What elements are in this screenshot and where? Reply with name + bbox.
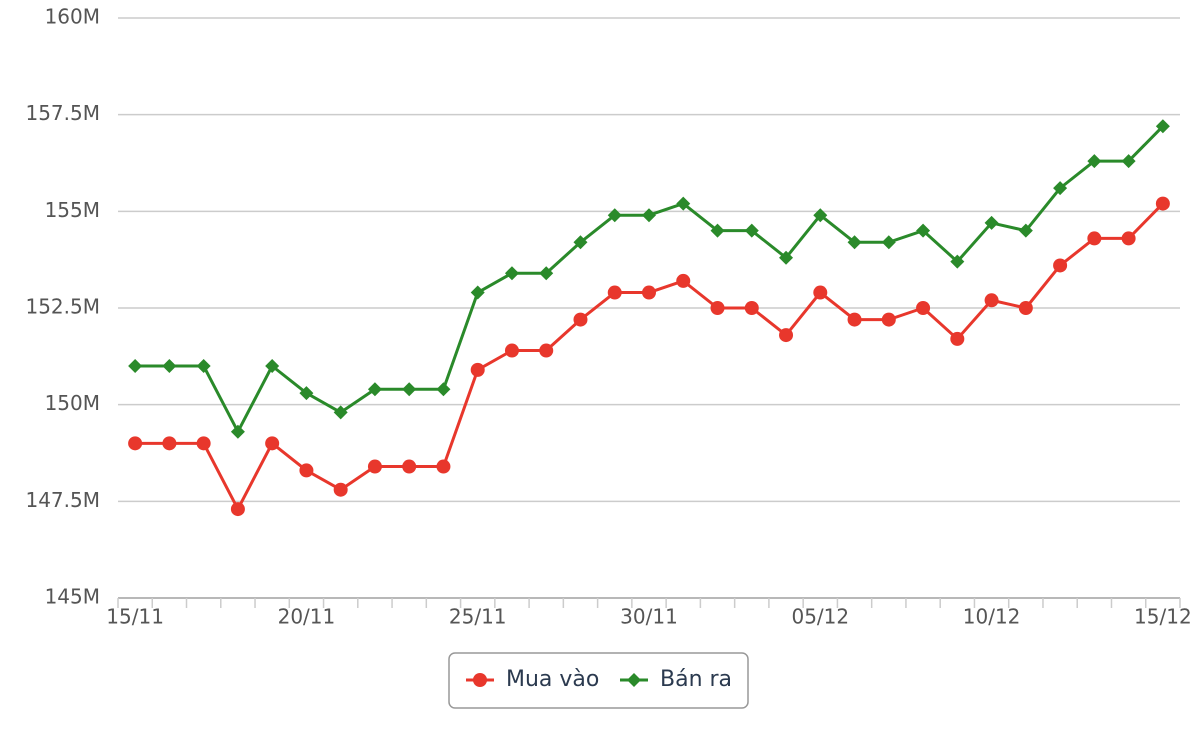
data-point	[162, 436, 177, 451]
data-point	[1121, 154, 1136, 169]
data-point	[402, 459, 417, 474]
x-tick-label: 25/11	[449, 605, 507, 629]
x-tick-label: 10/12	[963, 605, 1021, 629]
data-point	[950, 331, 965, 346]
data-point	[230, 502, 245, 517]
data-point	[1155, 119, 1170, 134]
y-tick-label: 150M	[45, 391, 100, 415]
legend-marker	[627, 673, 641, 687]
series-line	[135, 202, 1164, 511]
data-point	[1018, 301, 1033, 315]
data-point	[265, 436, 280, 451]
data-point	[916, 223, 931, 238]
data-point	[573, 235, 588, 250]
data-point	[265, 359, 280, 373]
legend-marker	[473, 673, 487, 687]
data-point	[504, 266, 519, 281]
data-point	[367, 459, 382, 474]
data-point	[196, 436, 211, 451]
data-point	[950, 254, 965, 269]
data-point	[539, 266, 554, 281]
data-point	[1087, 154, 1102, 169]
data-point	[128, 436, 143, 451]
data-point	[470, 285, 485, 300]
data-point	[1155, 196, 1170, 211]
data-point	[710, 223, 725, 238]
data-point	[1087, 231, 1102, 246]
y-tick-label: 145M	[45, 585, 100, 609]
data-point	[607, 208, 622, 223]
data-point	[1053, 258, 1068, 273]
data-point	[642, 208, 656, 223]
data-point	[1053, 181, 1068, 196]
y-tick-label: 155M	[45, 198, 100, 222]
data-point	[1121, 231, 1136, 246]
data-point	[299, 386, 314, 401]
data-point	[813, 208, 828, 223]
data-point	[984, 293, 999, 308]
x-tick-label: 15/11	[106, 605, 164, 629]
data-point	[333, 405, 348, 420]
data-point	[916, 301, 931, 315]
data-point	[539, 343, 554, 358]
data-point	[847, 235, 862, 250]
data-point	[230, 424, 245, 439]
data-point	[779, 250, 794, 265]
data-point	[881, 235, 896, 250]
legend-label: Mua vào	[506, 667, 599, 692]
x-tick-label: 15/12	[1134, 605, 1192, 629]
data-point	[676, 196, 691, 211]
data-point	[128, 359, 143, 373]
data-point	[402, 382, 417, 397]
y-tick-label: 152.5M	[25, 295, 100, 319]
data-point	[299, 463, 314, 478]
data-point	[984, 215, 999, 230]
data-point	[367, 382, 382, 397]
legend-item[interactable]: Bán ra	[620, 667, 732, 692]
legend-item[interactable]: Mua vào	[466, 667, 599, 692]
data-point	[813, 285, 828, 300]
x-tick-label: 30/11	[620, 605, 678, 629]
y-tick-label: 157.5M	[25, 101, 100, 125]
data-point	[847, 312, 862, 327]
data-point	[162, 359, 177, 373]
data-point	[436, 382, 451, 397]
data-point	[573, 312, 588, 327]
legend-label: Bán ra	[660, 667, 732, 692]
data-point	[676, 273, 691, 288]
data-point	[196, 359, 211, 373]
y-tick-label: 147.5M	[25, 488, 100, 512]
data-point	[1018, 223, 1033, 238]
data-point	[436, 459, 451, 474]
data-point	[642, 285, 656, 300]
data-point	[333, 482, 348, 497]
data-point	[504, 343, 519, 358]
data-point	[779, 328, 794, 343]
data-point	[881, 312, 896, 327]
data-point	[607, 285, 622, 300]
data-point	[744, 223, 759, 238]
x-tick-label: 05/12	[791, 605, 849, 629]
data-point	[744, 301, 759, 315]
data-point	[710, 301, 725, 315]
series-line	[135, 125, 1164, 434]
legend-box	[448, 652, 749, 709]
data-point	[470, 362, 485, 377]
x-tick-label: 20/11	[278, 605, 336, 629]
y-tick-label: 160M	[45, 5, 100, 29]
